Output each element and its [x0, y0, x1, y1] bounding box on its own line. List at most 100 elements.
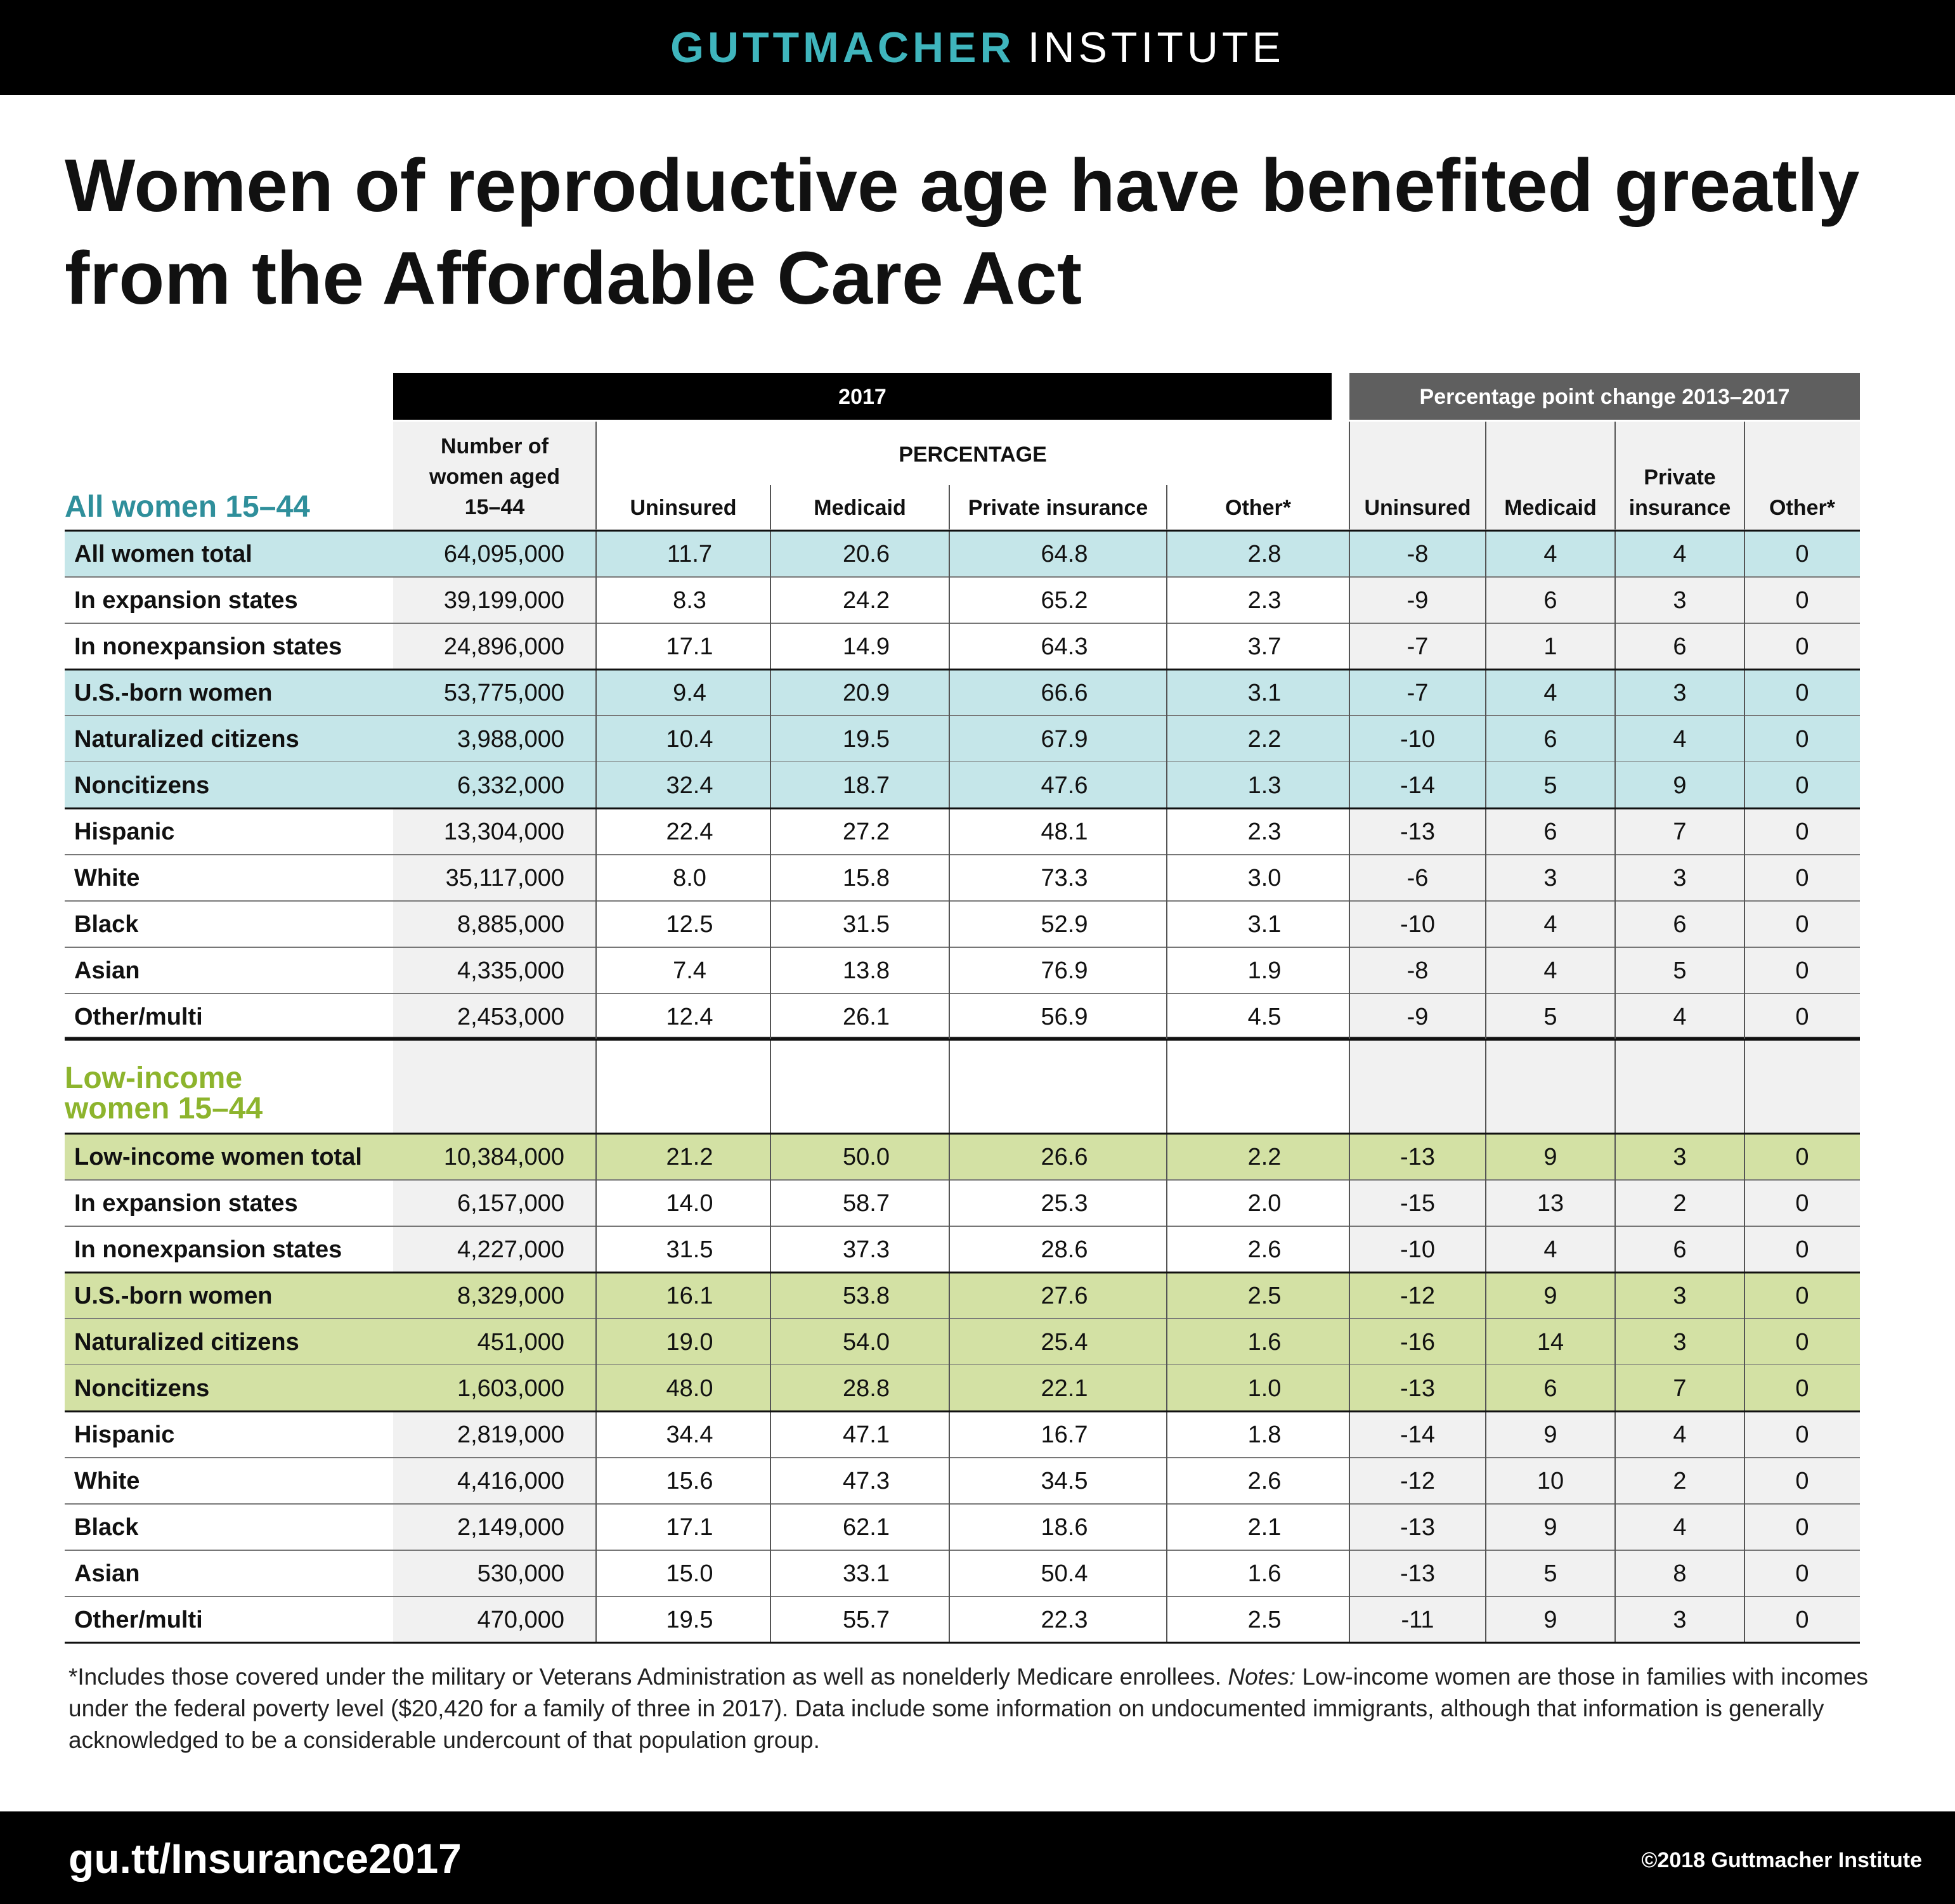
- all-cell-1: 12.4: [666, 1004, 713, 1030]
- low-cell-1: 15.6: [666, 1468, 713, 1494]
- low-cell-1: 17.1: [666, 1514, 713, 1541]
- all-cell-3: 56.9: [1041, 1004, 1088, 1030]
- footnote: *Includes those covered under the milita…: [68, 1661, 1895, 1756]
- low-cell-7: 2: [1673, 1468, 1686, 1494]
- low-cell-5: -12: [1400, 1468, 1435, 1494]
- all-cell-7: 6: [1673, 911, 1686, 938]
- low-cell-3: 22.3: [1041, 1607, 1088, 1633]
- header-change-label: Percentage point change 2013–2017: [1420, 385, 1790, 409]
- all-cell-6: 6: [1543, 819, 1557, 845]
- low-row-label: Other/multi: [74, 1607, 203, 1633]
- low-cell-7: 6: [1673, 1236, 1686, 1263]
- low-cell-6: 4: [1543, 1236, 1557, 1263]
- all-cell-1: 17.1: [666, 633, 713, 660]
- all-cell-6: 6: [1543, 726, 1557, 753]
- all-cell-6: 4: [1543, 680, 1557, 706]
- low-cell-7: 4: [1673, 1514, 1686, 1541]
- all-cell-4: 3.1: [1248, 911, 1282, 938]
- all-cell-8: 0: [1795, 957, 1809, 984]
- section-title-all: All women 15–44: [65, 490, 310, 524]
- all-cell-6: 3: [1543, 865, 1557, 891]
- all-cell-7: 4: [1673, 1004, 1686, 1030]
- low-cell-4: 2.1: [1248, 1514, 1282, 1541]
- low-cell-3: 25.3: [1041, 1190, 1088, 1217]
- low-row-band: [65, 1365, 1860, 1411]
- all-cell-3: 47.6: [1041, 772, 1088, 799]
- all-cell-3: 76.9: [1041, 957, 1088, 984]
- low-cell-3: 26.6: [1041, 1144, 1088, 1170]
- low-cell-6: 9: [1543, 1283, 1557, 1309]
- low-cell-5: -13: [1400, 1375, 1435, 1402]
- all-cell-6: 5: [1543, 772, 1557, 799]
- all-row-band: [65, 670, 1860, 716]
- change-columns-bg: [1349, 422, 1860, 1644]
- all-cell-4: 1.9: [1248, 957, 1282, 984]
- low-cell-5: -11: [1401, 1607, 1434, 1633]
- all-cell-number: 53,775,000: [444, 680, 564, 706]
- all-cell-1: 12.5: [666, 911, 713, 938]
- low-cell-4: 2.6: [1248, 1468, 1282, 1494]
- low-cell-5: -12: [1400, 1283, 1435, 1309]
- all-cell-8: 0: [1795, 680, 1809, 706]
- low-row-label: White: [74, 1468, 140, 1494]
- all-row-band: [65, 716, 1860, 762]
- low-row-label: Black: [74, 1514, 139, 1541]
- all-row-label: White: [74, 865, 140, 891]
- low-cell-2: 55.7: [843, 1607, 890, 1633]
- all-cell-6: 1: [1543, 633, 1557, 660]
- low-cell-4: 1.6: [1248, 1560, 1282, 1587]
- all-cell-number: 64,095,000: [444, 541, 564, 567]
- all-row-label: All women total: [74, 541, 252, 567]
- all-cell-5: -10: [1400, 911, 1435, 938]
- brand-name-part2: INSTITUTE: [1027, 23, 1285, 72]
- low-row-label: Hispanic: [74, 1422, 174, 1448]
- all-cell-3: 48.1: [1041, 819, 1088, 845]
- low-cell-number: 1,603,000: [457, 1375, 564, 1402]
- col-header-private-line1: Private: [1644, 465, 1715, 489]
- col-header-8: Other*: [1769, 496, 1836, 520]
- all-cell-8: 0: [1795, 726, 1809, 753]
- low-cell-8: 0: [1795, 1144, 1809, 1170]
- low-cell-6: 9: [1543, 1144, 1557, 1170]
- low-cell-1: 48.0: [666, 1375, 713, 1402]
- all-cell-3: 64.3: [1041, 633, 1088, 660]
- all-cell-5: -14: [1400, 772, 1435, 799]
- col-header-number-line: Number of: [441, 434, 549, 458]
- header-bar-2017: [393, 373, 1332, 420]
- low-cell-7: 3: [1673, 1329, 1686, 1356]
- low-cell-8: 0: [1795, 1283, 1809, 1309]
- all-cell-3: 66.6: [1041, 680, 1088, 706]
- all-cell-1: 32.4: [666, 772, 713, 799]
- all-cell-3: 65.2: [1041, 587, 1088, 614]
- all-row-label: Asian: [74, 957, 140, 984]
- low-cell-3: 28.6: [1041, 1236, 1088, 1263]
- all-cell-2: 27.2: [843, 819, 890, 845]
- col-header-2: Medicaid: [814, 496, 906, 520]
- all-row-label: Hispanic: [74, 819, 174, 845]
- all-cell-4: 1.3: [1248, 772, 1282, 799]
- all-cell-1: 7.4: [673, 957, 706, 984]
- all-cell-5: -7: [1407, 633, 1429, 660]
- col-header-1: Uninsured: [630, 496, 736, 520]
- low-cell-7: 2: [1673, 1190, 1686, 1217]
- low-cell-number: 4,227,000: [457, 1236, 564, 1263]
- col-header-number-line: 15–44: [465, 495, 525, 519]
- all-cell-4: 2.8: [1248, 541, 1282, 567]
- low-cell-5: -13: [1400, 1560, 1435, 1587]
- low-cell-number: 10,384,000: [444, 1144, 564, 1170]
- low-cell-6: 9: [1543, 1607, 1557, 1633]
- page-title: Women of reproductive age have benefited…: [65, 144, 1860, 320]
- low-cell-4: 1.8: [1248, 1422, 1282, 1448]
- all-cell-8: 0: [1795, 865, 1809, 891]
- all-cell-1: 10.4: [666, 726, 713, 753]
- all-row-label: Black: [74, 911, 139, 938]
- all-cell-5: -9: [1407, 1004, 1429, 1030]
- low-cell-2: 47.3: [843, 1468, 890, 1494]
- low-row-band: [65, 1273, 1860, 1319]
- all-row-label: Naturalized citizens: [74, 726, 299, 753]
- all-cell-2: 19.5: [843, 726, 890, 753]
- all-row-label: Other/multi: [74, 1004, 203, 1030]
- footnote-notes-label: Notes:: [1228, 1664, 1296, 1690]
- all-cell-5: -7: [1407, 680, 1429, 706]
- all-cell-number: 3,988,000: [457, 726, 564, 753]
